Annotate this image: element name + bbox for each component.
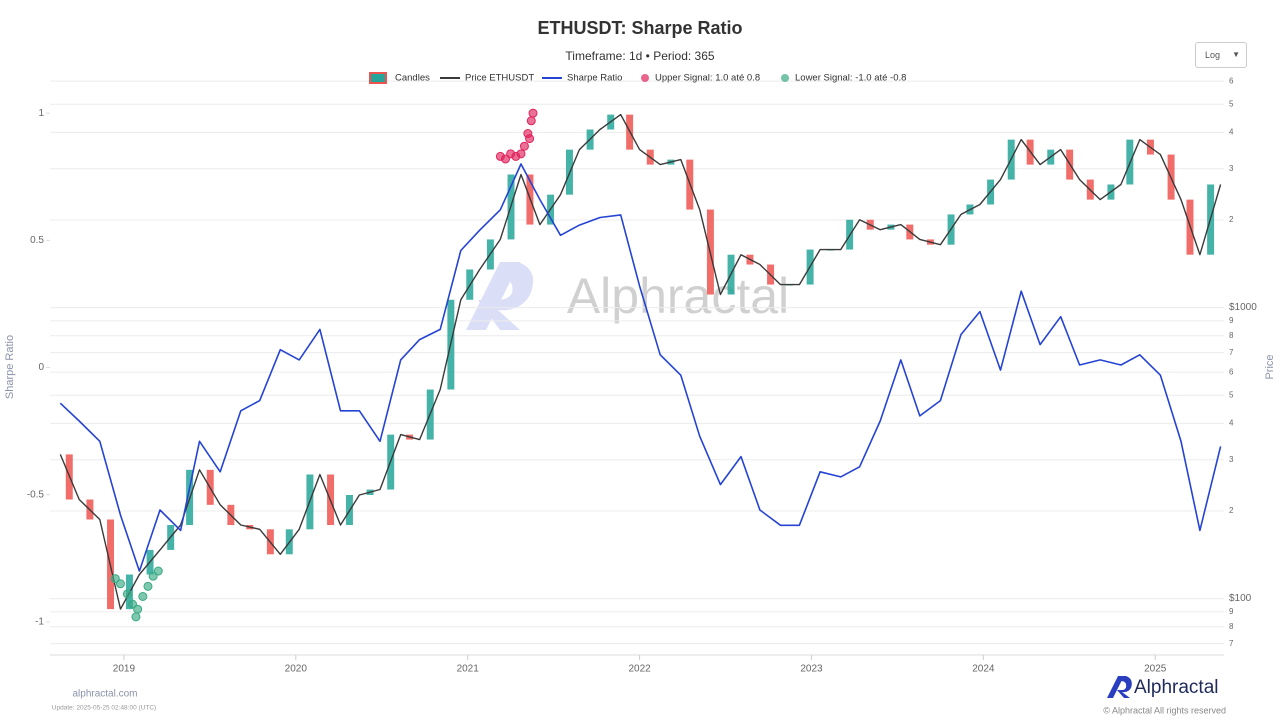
watermark: Alphractal (567, 268, 789, 324)
signal-point (131, 612, 141, 622)
signal-point (526, 116, 536, 126)
y2-tick-label: 4 (1229, 419, 1234, 428)
chart-title: ETHUSDT: Sharpe Ratio (537, 18, 742, 38)
x-tick-label: 2023 (800, 664, 823, 675)
signal-point (153, 566, 163, 576)
legend-label: Price ETHUSDT (465, 73, 534, 84)
legend-label: Upper Signal: 1.0 até 0.8 (655, 73, 760, 84)
x-tick-label: 2024 (972, 664, 995, 675)
dropdown-arrow: ▼ (1232, 50, 1240, 59)
series-line (59, 113, 1222, 610)
footer-copyright: © Alphractal All rights reserved (1103, 705, 1226, 715)
y2-tick-label: 2 (1229, 215, 1234, 224)
brand-logo (1107, 676, 1132, 698)
legend-swatch (369, 72, 387, 84)
legend-label: Candles (395, 73, 430, 84)
chart-subtitle: Timeframe: 1d • Period: 365 (565, 49, 714, 63)
y-tick-label: 1 (38, 108, 44, 119)
y2-tick-label: 5 (1229, 99, 1234, 108)
y-axis-title: Sharpe Ratio (4, 335, 16, 399)
y2-tick-label: 2 (1229, 506, 1234, 515)
y2-tick-label: 3 (1229, 455, 1234, 464)
y2-tick-label: 7 (1229, 639, 1234, 648)
y-tick-label: -0.5 (27, 489, 45, 500)
footer-brand: Alphractal (1134, 677, 1219, 698)
y2-tick-label: 6 (1229, 367, 1234, 376)
y2-tick-label: 3 (1229, 164, 1234, 173)
footer-update: Update: 2025-05-25 02:48:00 (UTC) (52, 705, 156, 712)
y2-tick-label: 7 (1229, 348, 1234, 357)
signal-point (143, 581, 153, 591)
signal-point (528, 108, 538, 118)
y2-tick-label: 8 (1229, 622, 1234, 631)
y2-tick-label: $100 (1229, 593, 1252, 604)
y2-tick-label: 6 (1229, 76, 1234, 85)
y2-axis-title: Price (1264, 354, 1276, 379)
signal-point (525, 134, 535, 144)
y2-tick-label: 8 (1229, 331, 1234, 340)
series-line (59, 163, 1222, 572)
x-tick-label: 2025 (1144, 664, 1167, 675)
signal-point (138, 591, 148, 601)
watermark-logo (466, 262, 534, 330)
y-tick-label: 0 (38, 362, 44, 373)
y2-tick-label: 4 (1229, 128, 1234, 137)
signal-point (122, 589, 132, 599)
legend-label: Sharpe Ratio (567, 73, 622, 84)
x-tick-label: 2020 (285, 664, 308, 675)
y2-tick-label: 5 (1229, 390, 1234, 399)
scale-selector-label: Log (1205, 50, 1221, 60)
signal-point (133, 604, 143, 614)
footer-site: alphractal.com (72, 689, 137, 700)
scale-selector[interactable]: Log ▼ (1195, 42, 1247, 68)
legend-label: Lower Signal: -1.0 até -0.8 (795, 73, 906, 84)
legend: Candles Price ETHUSDT Sharpe Ratio Upper Si… (369, 72, 906, 84)
y2-tick-label: $1000 (1229, 302, 1257, 313)
signal-point (516, 149, 526, 159)
legend-swatch (641, 74, 649, 82)
legend-swatch (781, 74, 789, 82)
y-tick-label: -1 (35, 617, 44, 628)
signal-point (115, 579, 125, 589)
signal-point (519, 141, 529, 151)
x-tick-label: 2022 (628, 664, 651, 675)
x-tick-label: 2021 (457, 664, 480, 675)
y2-tick-label: 9 (1229, 316, 1234, 325)
x-tick-label: 2019 (113, 664, 136, 675)
y2-tick-label: 9 (1229, 607, 1234, 616)
y-tick-label: 0.5 (30, 235, 44, 246)
